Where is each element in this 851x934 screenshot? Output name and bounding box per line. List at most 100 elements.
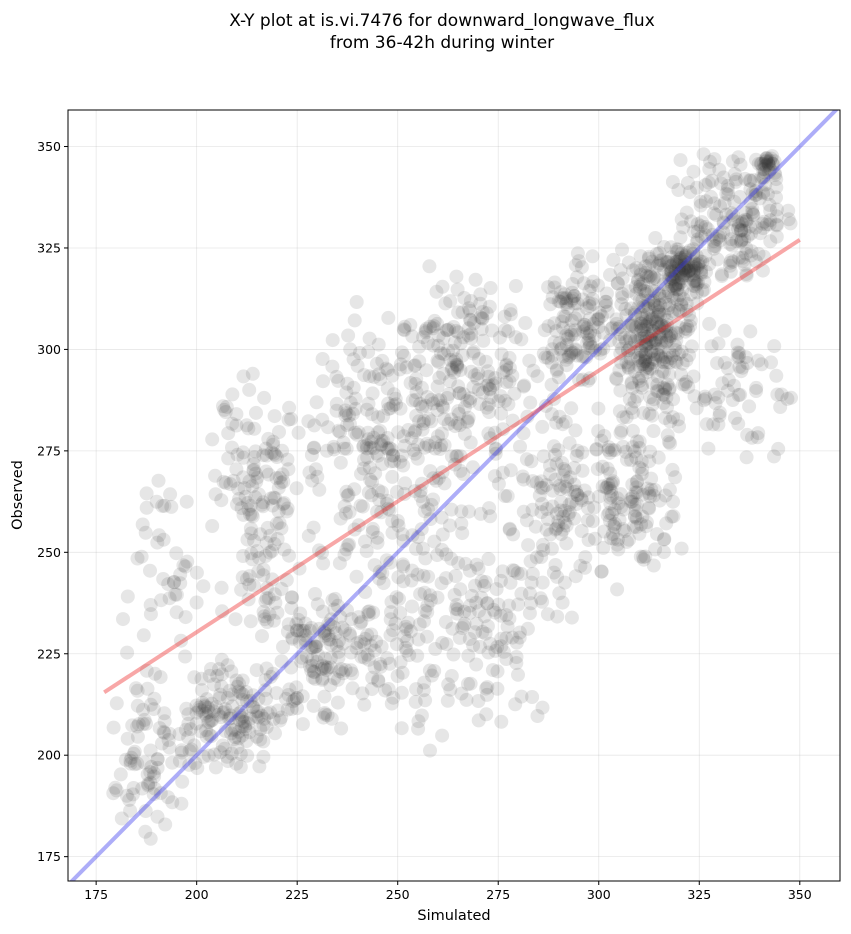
data-point [757,162,772,177]
data-point [451,325,466,340]
data-point [657,240,672,254]
data-point [668,343,683,358]
data-point [230,447,245,462]
data-point [449,449,464,464]
data-point [780,391,795,406]
data-point [636,552,651,567]
data-point [619,308,634,323]
data-point [671,242,686,257]
data-point [256,734,271,749]
data-point [363,472,378,487]
data-point [558,479,573,494]
data-point [181,707,196,722]
data-point [749,380,764,395]
data-point [712,405,727,420]
data-point [651,305,666,320]
data-point [426,396,441,411]
data-point [632,460,647,475]
data-point [553,503,568,518]
data-point [659,254,674,269]
data-point [507,563,522,578]
data-point [248,466,263,481]
data-point [302,465,317,480]
data-point [123,756,138,771]
data-point [682,307,697,322]
data-point [669,254,684,269]
data-point [642,332,657,346]
data-point [702,162,717,176]
data-point [638,300,652,315]
data-point [673,254,688,269]
data-point [361,425,375,440]
data-point [174,633,188,648]
data-point [548,558,563,572]
data-point [496,644,511,659]
data-point [606,518,621,533]
data-point [304,621,319,635]
data-point [516,504,531,519]
data-point [491,597,506,612]
data-point [666,410,680,425]
data-point [156,532,171,547]
data-point [581,500,595,515]
data-point [207,677,221,692]
data-point [461,648,476,663]
data-point [352,346,367,360]
data-point [681,264,696,278]
data-point [385,368,400,383]
data-point [327,671,342,686]
data-point [308,639,323,654]
data-point [472,604,486,618]
data-point [113,767,128,782]
data-point [694,215,709,230]
data-point [683,319,698,334]
data-point [146,787,161,802]
data-point [633,316,648,331]
data-point [481,397,496,412]
data-point [488,442,503,457]
data-point [380,493,395,508]
data-point [534,550,549,564]
data-point [196,579,211,594]
data-point [629,286,644,301]
data-point [457,291,472,305]
data-point [120,645,135,660]
data-point [397,349,411,364]
data-point [485,323,499,338]
data-point [253,527,268,542]
data-point [732,250,746,265]
data-point [371,674,386,689]
data-point [156,724,171,739]
data-point [635,380,649,395]
data-point [454,516,469,531]
data-point [514,332,529,347]
data-point [421,411,436,426]
data-point [291,425,306,440]
data-point [555,314,569,329]
data-point [502,374,517,389]
data-point [394,685,409,700]
data-point [658,411,673,426]
data-point [562,497,577,512]
data-point [297,623,312,638]
data-point [770,387,785,402]
data-point [271,480,286,495]
data-point [628,279,643,294]
data-point [410,648,425,663]
data-point [514,586,529,601]
data-point [339,484,354,499]
data-point [633,267,648,282]
data-point [749,384,764,398]
data-point [654,341,669,356]
data-point [635,322,650,337]
data-point [697,274,712,289]
data-point [619,410,634,425]
data-point [567,477,582,492]
data-point [614,499,629,514]
data-point [648,335,663,350]
data-point [161,577,176,592]
data-point [447,457,462,472]
data-point [225,440,239,455]
data-point [530,709,545,723]
data-point [564,293,579,308]
